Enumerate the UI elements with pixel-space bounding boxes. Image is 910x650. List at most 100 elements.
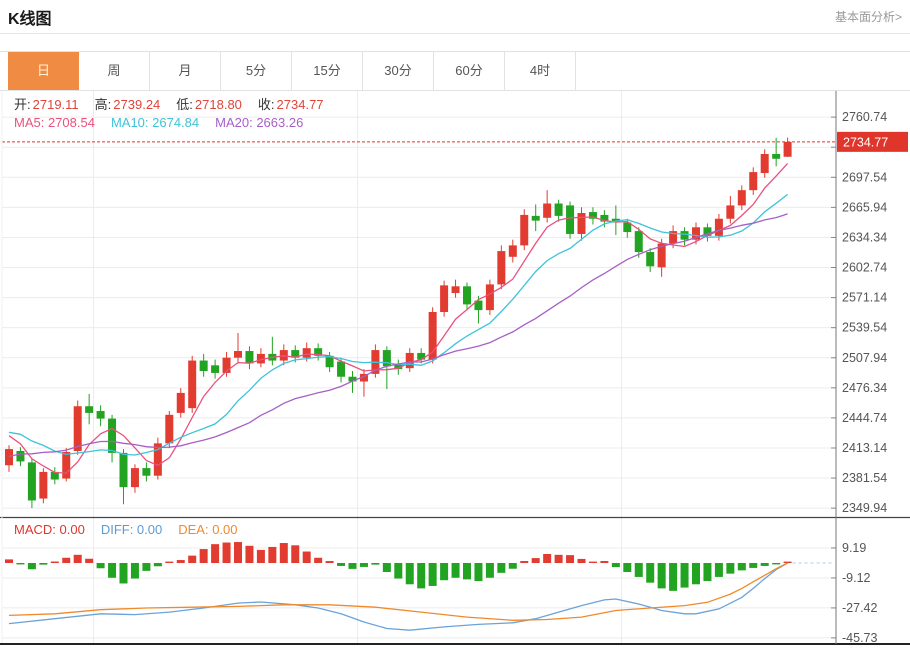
ma5-line (8, 162, 789, 474)
ma20-line (8, 213, 788, 458)
candle-body (348, 376, 357, 382)
macd-histogram-bar (211, 544, 220, 563)
tab-5min[interactable]: 5分 (221, 52, 292, 90)
price-tick-label: 2665.94 (842, 200, 887, 214)
candlestick-chart-canvas[interactable]: 2760.742729.142697.542665.942634.342602.… (0, 91, 910, 650)
candle-body (680, 231, 689, 240)
tab-month[interactable]: 月 (150, 52, 221, 90)
tab-60min[interactable]: 60分 (434, 52, 505, 90)
candle-body (50, 471, 59, 480)
macd-histogram-bar (279, 543, 288, 563)
candle-body (325, 355, 334, 368)
fundamental-analysis-link[interactable]: 基本面分析> (834, 10, 902, 24)
candle-body (16, 450, 25, 462)
macd-histogram-bar (394, 563, 403, 579)
candle-body (440, 285, 449, 313)
price-tick-label: 2349.94 (842, 501, 887, 515)
macd-histogram-bar (382, 563, 391, 573)
macd-histogram-bar (165, 561, 174, 563)
candle-body (130, 468, 139, 488)
candle-body (428, 312, 437, 360)
candle-body (657, 243, 666, 268)
macd-histogram-bar (222, 542, 231, 563)
macd-histogram-bar (16, 563, 25, 565)
candle-body (737, 190, 746, 206)
tab-15min[interactable]: 15分 (292, 52, 363, 90)
ma10-line (8, 193, 788, 456)
candle-body (566, 205, 575, 234)
candle-body (543, 203, 552, 218)
candle-body (234, 351, 242, 358)
candle-body (73, 406, 82, 451)
macd-histogram-bar (142, 563, 151, 571)
macd-histogram-bar (566, 555, 575, 563)
macd-histogram-bar (325, 561, 334, 563)
dea-line (8, 562, 788, 621)
candle-body (772, 154, 781, 159)
candle-body (188, 360, 197, 409)
macd-tick-label: -9.12 (842, 571, 871, 585)
candle-body (463, 286, 471, 305)
candle-body (211, 365, 220, 373)
candle-body (394, 364, 403, 370)
macd-histogram-bar (463, 563, 471, 580)
macd-histogram-bar (256, 549, 265, 563)
macd-histogram-bar (714, 563, 723, 577)
macd-histogram-bar (234, 542, 242, 563)
macd-histogram-bar (600, 561, 609, 563)
macd-histogram-bar (337, 563, 346, 566)
macd-tick-label: -45.73 (842, 631, 877, 645)
tab-30min[interactable]: 30分 (363, 52, 434, 90)
macd-histogram-bar (760, 563, 769, 566)
tab-4hour[interactable]: 4时 (505, 52, 576, 90)
candle-body (153, 443, 162, 476)
candle-body (760, 154, 769, 174)
macd-histogram-bar (634, 563, 643, 577)
macd-tick-label: 9.19 (842, 541, 866, 555)
candle-body (176, 392, 185, 413)
price-tick-label: 2413.14 (842, 441, 887, 455)
macd-histogram-bar (371, 563, 380, 565)
candle-body (669, 231, 678, 244)
candle-body (314, 348, 323, 356)
macd-histogram-bar (27, 563, 36, 570)
macd-histogram-bar (508, 563, 517, 569)
tab-day[interactable]: 日 (8, 52, 79, 90)
macd-histogram-bar (39, 563, 48, 565)
current-price-tag (837, 131, 908, 152)
price-tick-label: 2444.74 (842, 411, 887, 425)
candle-body (634, 231, 643, 253)
macd-histogram-bar (428, 563, 437, 586)
tab-week[interactable]: 周 (79, 52, 150, 90)
candle-body (302, 348, 311, 358)
macd-histogram-bar (520, 561, 529, 563)
macd-histogram-bar (268, 546, 277, 563)
candle-body (623, 222, 632, 233)
candle-body (749, 172, 758, 191)
price-tick-label: 2507.94 (842, 351, 887, 365)
candle-body (199, 360, 208, 372)
candle-body (359, 373, 368, 382)
candle-body (142, 468, 151, 476)
macd-histogram-bar (119, 563, 128, 584)
macd-histogram-bar (314, 557, 323, 563)
macd-histogram-bar (417, 563, 426, 589)
macd-histogram-bar (611, 563, 620, 568)
candle-body (165, 414, 174, 444)
macd-histogram-bar (623, 563, 632, 573)
macd-histogram-bar (703, 563, 712, 582)
price-tick-label: 2697.54 (842, 170, 887, 184)
macd-histogram-bar (726, 563, 735, 574)
price-tick-label: 2602.74 (842, 261, 887, 275)
macd-histogram-bar (772, 563, 781, 565)
macd-histogram-bar (359, 563, 368, 567)
price-tick-label: 2571.14 (842, 291, 887, 305)
macd-histogram-bar (531, 558, 540, 563)
macd-histogram-bar (692, 563, 700, 585)
candle-body (783, 141, 792, 157)
candle-body (520, 214, 529, 246)
price-tick-label: 2634.34 (842, 230, 887, 244)
candle-body (85, 406, 94, 413)
price-tick-label: 2381.54 (842, 471, 887, 485)
candle-body (646, 252, 655, 267)
